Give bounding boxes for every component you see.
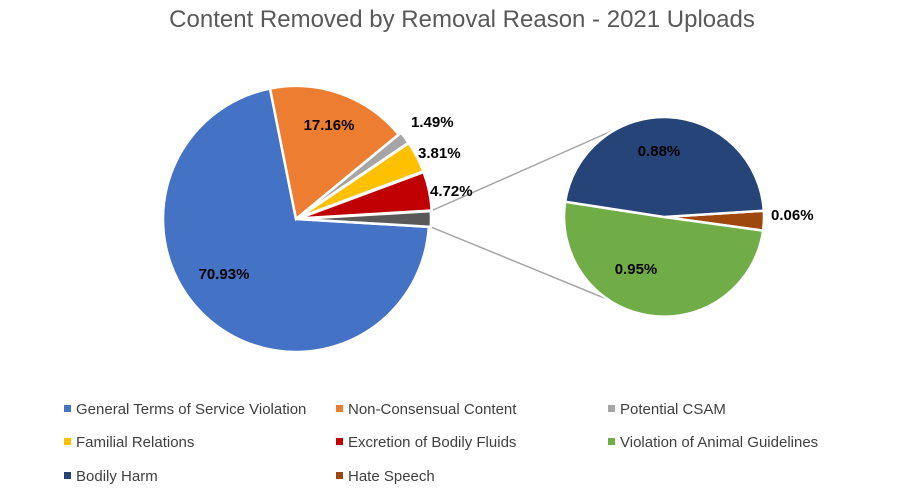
legend-item-hate-speech: Hate Speech xyxy=(336,468,435,485)
connector-line-top xyxy=(430,129,615,212)
data-labels: 70.93% 17.16% 1.49% 3.81% 4.72% 0.95% 0.88% 0.0… xyxy=(199,114,814,283)
data-label-bodily-harm: 0.88% xyxy=(638,143,681,160)
legend-label: Bodily Harm xyxy=(76,468,158,485)
data-label-potential-csam: 1.49% xyxy=(411,114,454,131)
data-label-excretion-of-bodily-fluids: 4.72% xyxy=(430,183,473,200)
pie-slice-violation-of-animal-guidelines xyxy=(562,200,765,318)
legend-item-potential-csam: Potential CSAM xyxy=(608,401,726,418)
pie-slice-non-consensual-content xyxy=(268,84,401,222)
connector-line-bottom xyxy=(430,226,615,303)
legend-swatch xyxy=(64,405,71,412)
data-label-violation-of-animal-guidelines: 0.95% xyxy=(615,261,658,278)
legend-swatch xyxy=(608,405,615,412)
legend-label: Hate Speech xyxy=(348,468,435,485)
secondary-pie xyxy=(562,115,766,318)
data-label-familial-relations: 3.81% xyxy=(418,145,461,162)
legend-label: Familial Relations xyxy=(76,434,194,451)
data-label-hate-speech: 0.06% xyxy=(771,207,814,224)
legend-label: Non-Consensual Content xyxy=(348,401,517,418)
legend-item-bodily-harm: Bodily Harm xyxy=(64,468,158,485)
legend-swatch xyxy=(336,438,343,445)
legend-label: Potential CSAM xyxy=(620,401,726,418)
chart-title: Content Removed by Removal Reason - 2021… xyxy=(169,6,755,33)
legend-label: Violation of Animal Guidelines xyxy=(620,434,818,451)
legend-item-excretion-of-bodily-fluids: Excretion of Bodily Fluids xyxy=(336,434,516,451)
legend: General Terms of Service Violation Non-Co… xyxy=(64,401,818,485)
legend-swatch xyxy=(64,472,71,479)
legend-label: General Terms of Service Violation xyxy=(76,401,306,418)
legend-swatch xyxy=(64,438,71,445)
legend-item-familial-relations: Familial Relations xyxy=(64,434,194,451)
legend-item-violation-of-animal-guidelines: Violation of Animal Guidelines xyxy=(608,434,818,451)
legend-label: Excretion of Bodily Fluids xyxy=(348,434,516,451)
legend-item-general-terms-of-service-violation: General Terms of Service Violation xyxy=(64,401,306,418)
connector-lines xyxy=(430,129,615,303)
legend-item-non-consensual-content: Non-Consensual Content xyxy=(336,401,517,418)
pie-slice-bodily-harm xyxy=(563,115,766,219)
legend-swatch xyxy=(608,438,615,445)
pie-slice-other xyxy=(297,209,433,229)
data-label-general-terms-of-service-violation: 70.93% xyxy=(199,266,250,283)
data-label-non-consensual-content: 17.16% xyxy=(304,117,355,134)
legend-swatch xyxy=(336,472,343,479)
legend-swatch xyxy=(336,405,343,412)
main-pie xyxy=(161,84,434,354)
